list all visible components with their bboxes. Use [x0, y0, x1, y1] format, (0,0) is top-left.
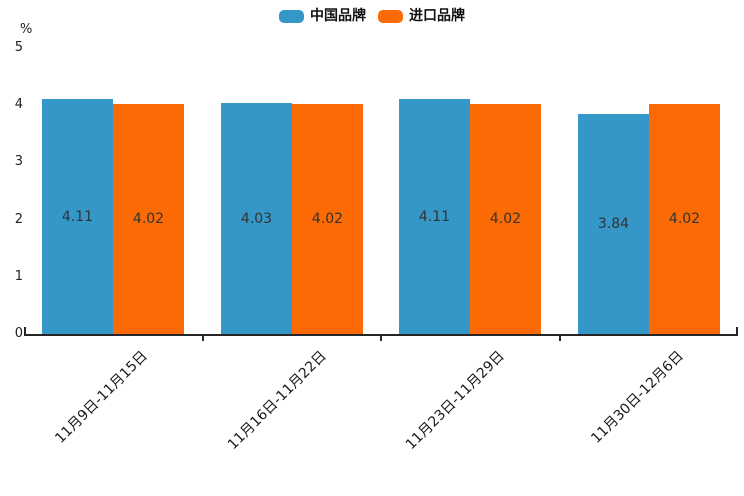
- x-tick-label: 11月23日-11月29日: [402, 348, 508, 453]
- y-tick-label: 2: [14, 211, 23, 227]
- bar-进口品牌-0: 4.02: [113, 104, 184, 334]
- bar-进口品牌-2: 4.02: [470, 104, 541, 334]
- x-axis-tick: [559, 334, 561, 341]
- bar-value-label: 4.02: [668, 211, 701, 227]
- bar-value-label: 4.03: [240, 210, 273, 227]
- legend-label: 中国品牌: [310, 8, 366, 24]
- y-axis-unit-label: %: [20, 22, 33, 37]
- legend-item-0[interactable]: 中国品牌: [279, 8, 366, 24]
- y-tick-label: 1: [14, 268, 23, 284]
- bar-中国品牌-3: 3.84: [578, 114, 649, 334]
- legend-swatch-icon: [279, 9, 304, 23]
- bar-进口品牌-1: 4.02: [292, 104, 363, 334]
- x-tick-label: 11月9日-11月15日: [51, 348, 151, 447]
- bar-value-label: 4.02: [132, 211, 165, 227]
- legend: 中国品牌 进口品牌: [0, 8, 744, 24]
- x-axis-tick: [380, 334, 382, 341]
- y-tick-label: 0: [14, 326, 23, 341]
- bar-value-label: 4.11: [418, 208, 451, 225]
- bar-中国品牌-0: 4.11: [42, 99, 113, 334]
- bar-value-label: 4.02: [311, 211, 344, 227]
- bar-value-label: 4.02: [489, 211, 522, 227]
- y-tick-label: 4: [14, 97, 23, 113]
- x-tick-label: 11月30日-12月6日: [587, 348, 687, 447]
- y-tick-label: 5: [14, 40, 23, 55]
- x-axis-tick: [736, 327, 738, 336]
- x-axis-tick: [202, 334, 204, 341]
- bar-中国品牌-2: 4.11: [399, 99, 470, 334]
- legend-label: 进口品牌: [409, 8, 465, 24]
- bar-进口品牌-3: 4.02: [649, 104, 720, 334]
- x-axis-tick: [24, 327, 26, 336]
- legend-item-1[interactable]: 进口品牌: [378, 8, 465, 24]
- x-tick-label: 11月16日-11月22日: [224, 348, 330, 453]
- y-tick-label: 3: [14, 154, 23, 170]
- legend-swatch-icon: [378, 9, 403, 23]
- bar-value-label: 3.84: [597, 216, 630, 232]
- bar-中国品牌-1: 4.03: [221, 103, 292, 334]
- bar-value-label: 4.11: [61, 208, 94, 225]
